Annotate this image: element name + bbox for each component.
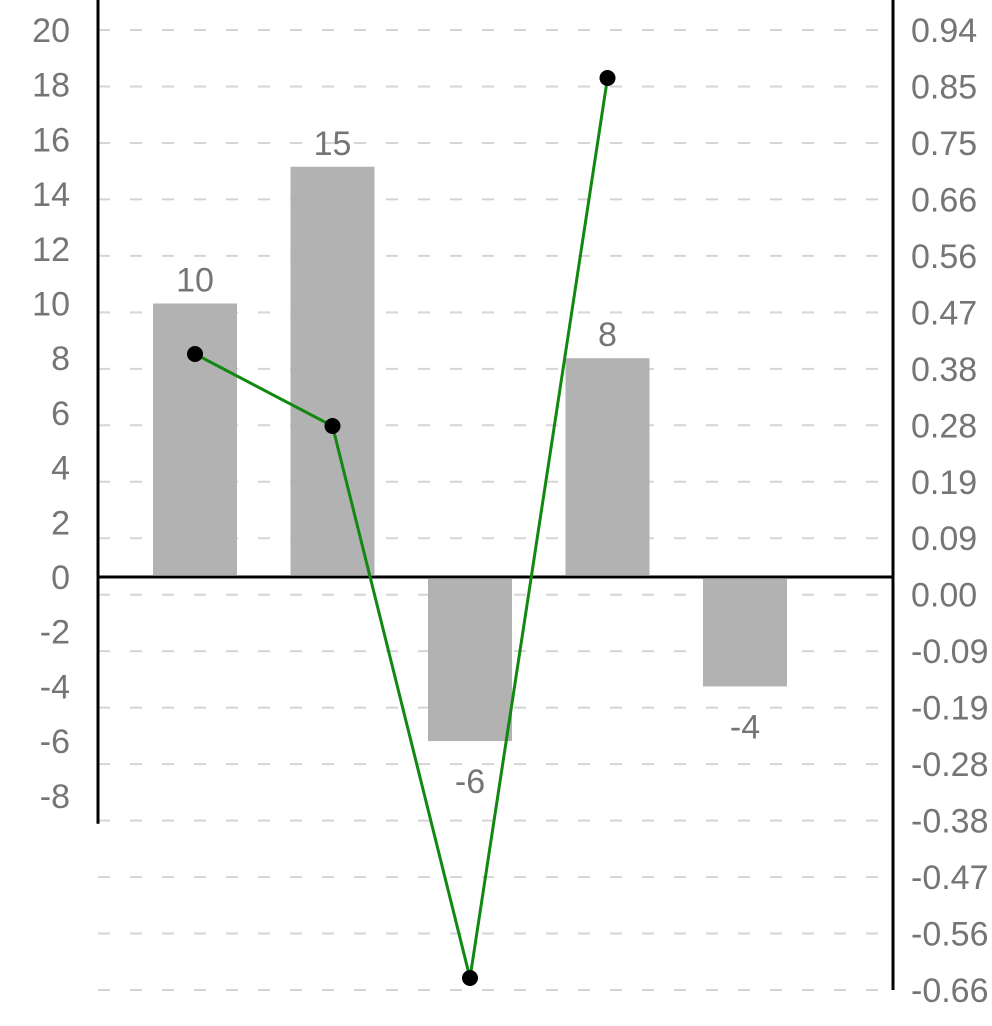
bar xyxy=(428,579,512,742)
left-tick-label: 6 xyxy=(51,395,70,433)
left-tick-label: 0 xyxy=(51,559,70,597)
right-tick-label: -0.28 xyxy=(911,746,989,784)
left-tick-label: -4 xyxy=(40,668,70,706)
right-tick-label: 0.19 xyxy=(911,464,977,502)
right-axis-tick-labels: 0.94 0.85 0.75 0.66 0.56 0.47 0.38 0.28 0.19 0.09… xyxy=(911,12,989,1010)
bar xyxy=(290,166,375,575)
left-tick-label: 18 xyxy=(32,67,70,105)
line-point xyxy=(599,70,616,86)
bar-data-label: 15 xyxy=(314,125,352,163)
right-tick-label: -0.38 xyxy=(911,803,989,841)
bar xyxy=(153,303,237,575)
left-tick-label: 4 xyxy=(51,450,70,488)
right-tick-label: 0.38 xyxy=(911,351,977,389)
right-tick-label: 0.47 xyxy=(911,294,977,332)
bar-data-labels: 10 15 -6 8 -4 xyxy=(176,125,760,801)
left-tick-label: 2 xyxy=(51,504,70,542)
left-tick-label: 16 xyxy=(32,121,70,159)
right-tick-label: -0.19 xyxy=(911,690,989,728)
right-tick-label: 0.94 xyxy=(911,12,977,50)
right-tick-label: -0.66 xyxy=(911,972,989,1010)
right-tick-label: -0.09 xyxy=(911,633,989,671)
bar-data-label: 8 xyxy=(598,316,617,354)
line-series-path xyxy=(194,77,609,979)
right-tick-label: 0.85 xyxy=(911,68,977,106)
left-tick-label: 12 xyxy=(32,231,70,269)
right-tick-label: 0.09 xyxy=(911,520,977,558)
bar xyxy=(703,579,787,687)
axes xyxy=(96,0,895,990)
line-point xyxy=(324,418,341,434)
line-point xyxy=(187,346,203,362)
left-tick-label: -2 xyxy=(40,614,70,652)
left-tick-label: -8 xyxy=(40,778,70,816)
right-tick-label: 0.56 xyxy=(911,238,977,276)
right-tick-label: 0.28 xyxy=(911,407,977,445)
left-tick-label: 8 xyxy=(51,340,70,378)
bar-data-label: -6 xyxy=(455,763,485,801)
left-tick-label: -6 xyxy=(40,723,70,761)
bar-data-label: -4 xyxy=(730,708,760,746)
right-tick-label: 0.66 xyxy=(911,181,977,219)
bar xyxy=(565,358,650,575)
left-tick-label: 20 xyxy=(32,12,70,50)
line-series xyxy=(187,70,616,986)
left-tick-label: 10 xyxy=(32,286,70,324)
line-point xyxy=(462,970,478,986)
right-tick-label: -0.47 xyxy=(911,859,989,897)
right-tick-label: 0.75 xyxy=(911,125,977,163)
bar-series xyxy=(153,166,787,742)
right-tick-label: 0.00 xyxy=(911,577,977,615)
left-tick-label: 14 xyxy=(32,176,70,214)
right-tick-label: -0.56 xyxy=(911,916,989,954)
bar-data-label: 10 xyxy=(176,262,214,300)
